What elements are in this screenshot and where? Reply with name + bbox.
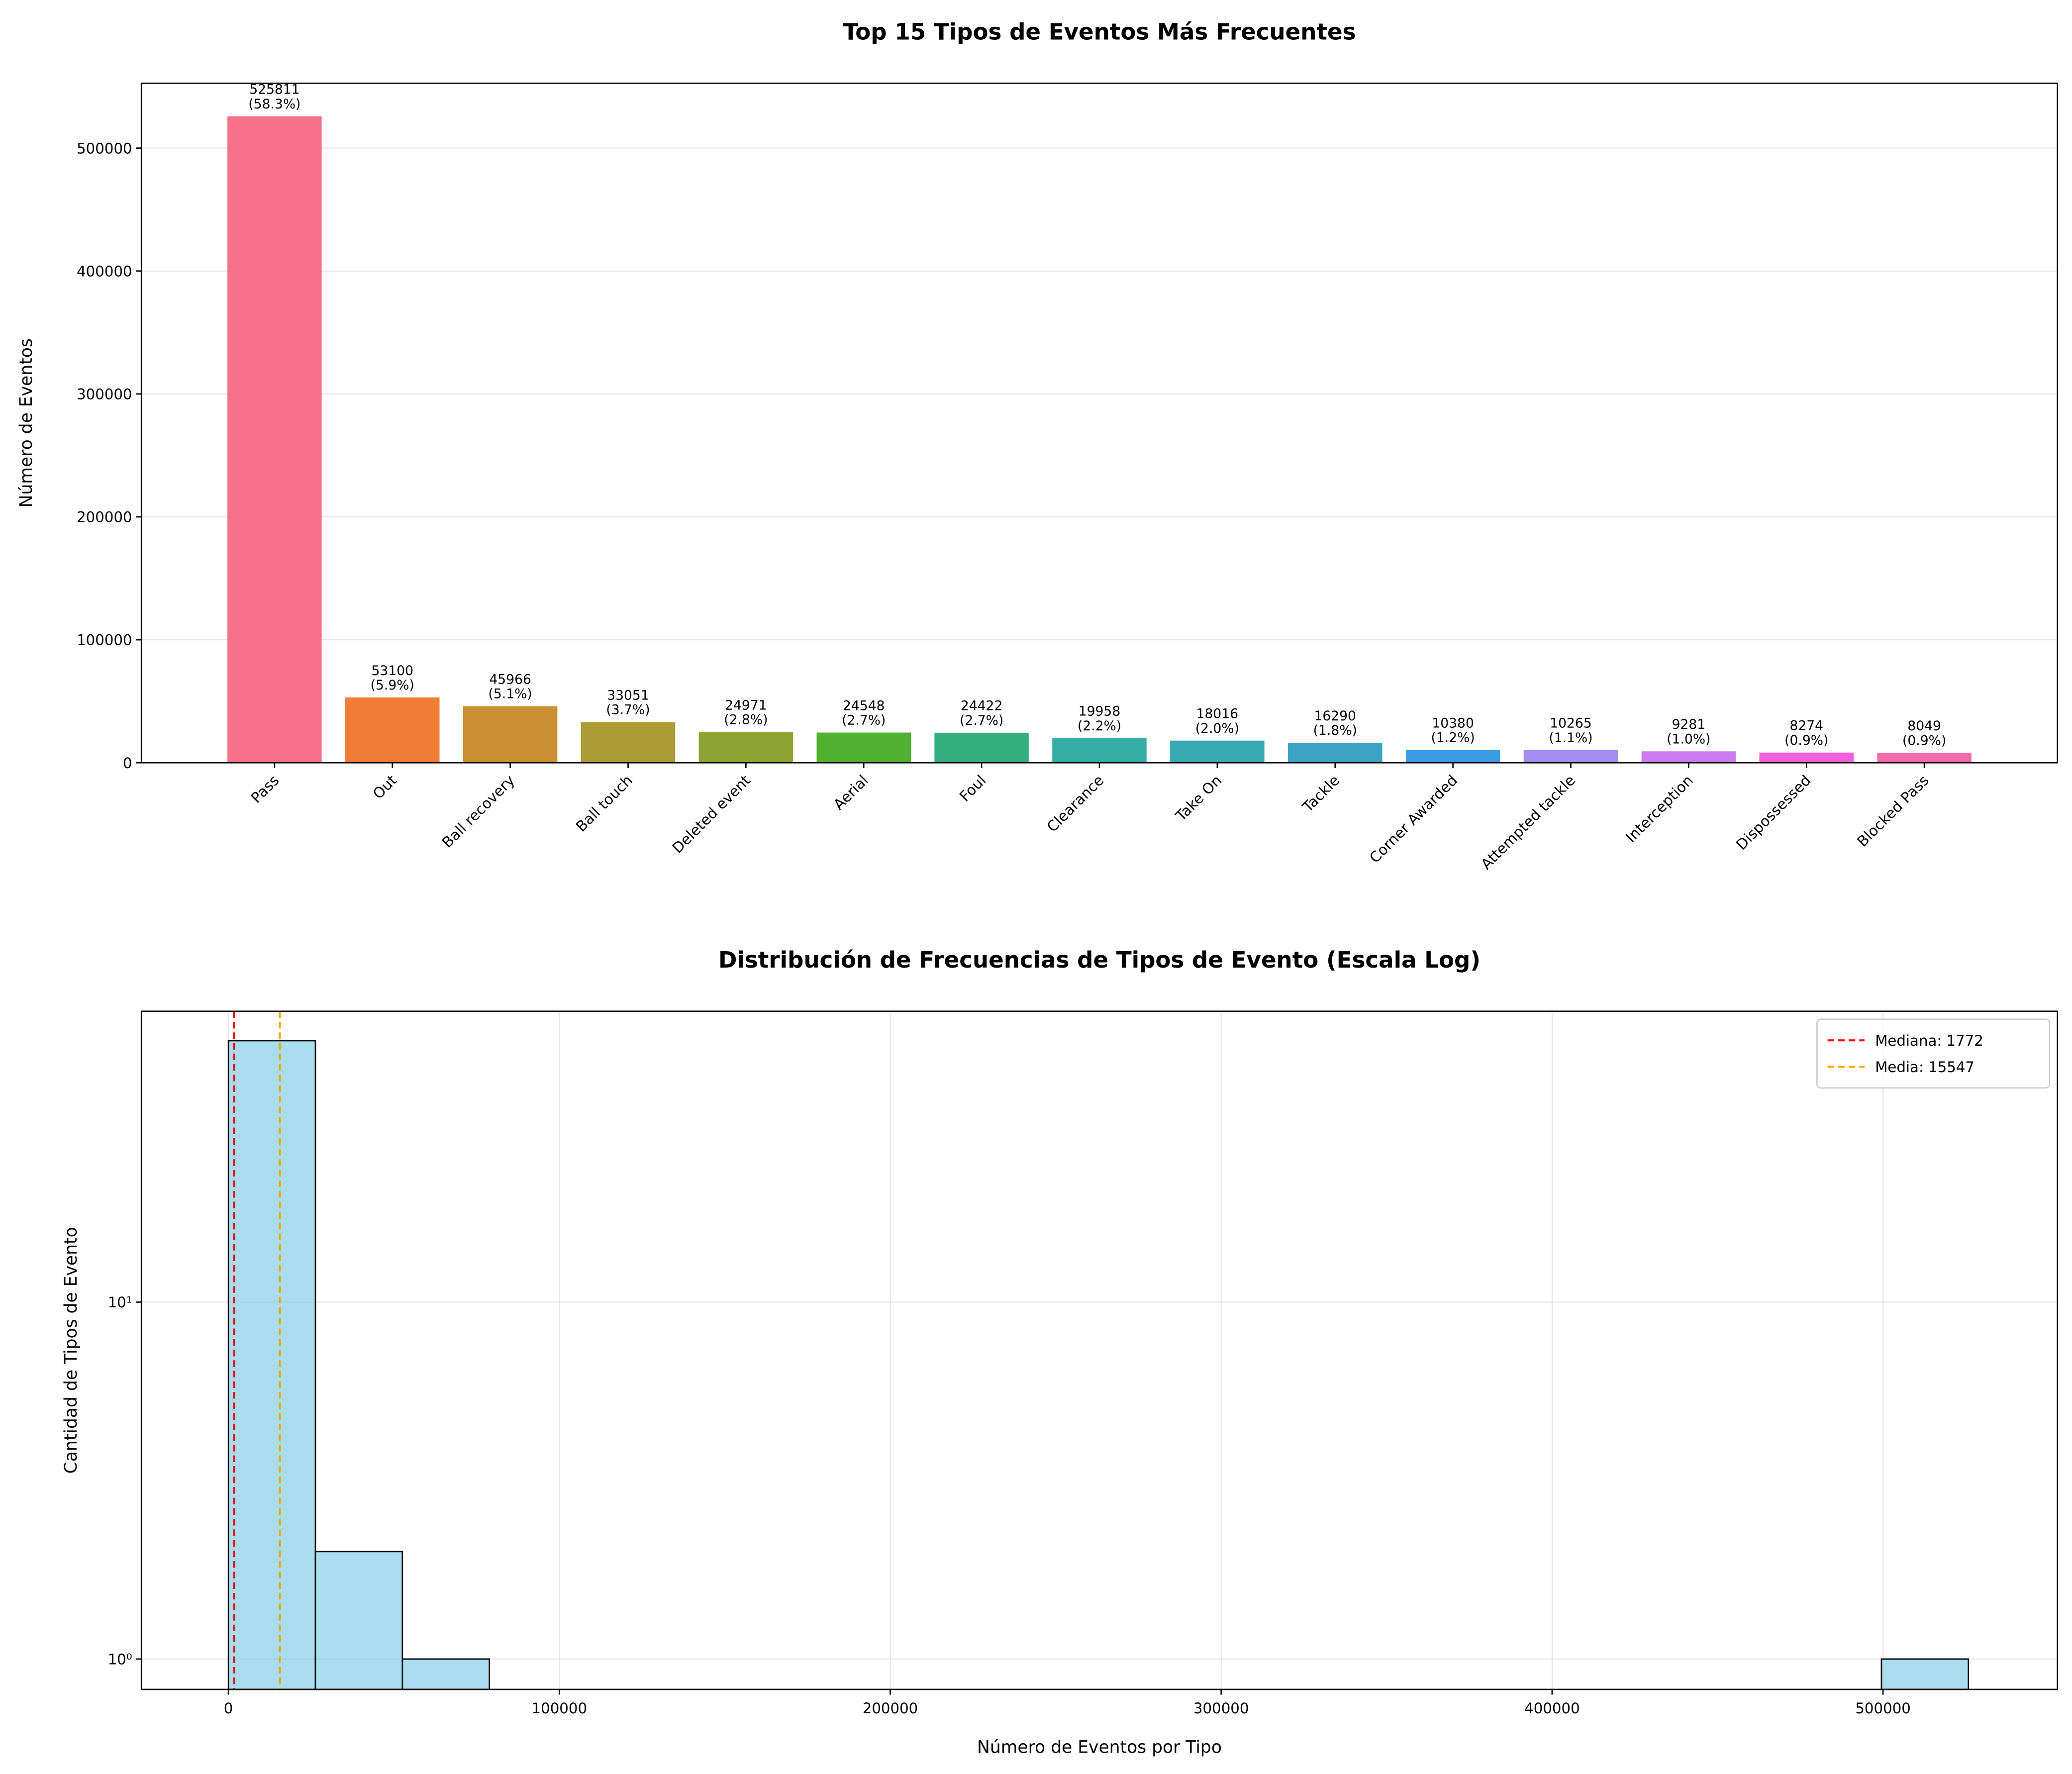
x-tick-label: Deleted event <box>669 772 754 856</box>
x-tick-label: 100000 <box>532 1700 588 1717</box>
value-label: 8274 (0.9%) <box>1784 718 1828 748</box>
bar <box>463 706 558 763</box>
value-label: 19958 (2.2%) <box>1078 704 1121 734</box>
plot-frame <box>140 83 2059 764</box>
x-tick-label: Dispossessed <box>1733 772 1814 853</box>
value-label: 18016 (2.0%) <box>1195 706 1239 736</box>
value-label: 9281 (1.0%) <box>1667 717 1710 747</box>
x-tick-label: Clearance <box>1044 772 1107 835</box>
y-tick-label: 500000 <box>77 140 132 157</box>
x-axis-label: Número de Eventos por Tipo <box>977 1737 1222 1757</box>
x-tick-label: 400000 <box>1524 1700 1580 1717</box>
x-tick-label: Tackle <box>1299 772 1343 815</box>
legend: Mediana: 1772 Media: 15547 <box>1816 1018 2051 1089</box>
y-tick-label: 10⁰ <box>108 1651 132 1668</box>
value-label: 16290 (1.8%) <box>1313 708 1357 738</box>
value-label: 33051 (3.7%) <box>606 688 650 717</box>
bar <box>345 697 440 763</box>
x-tick-label: Ball touch <box>573 772 636 835</box>
x-tick-label: Foul <box>956 772 989 805</box>
x-tick-label: Attempted tackle <box>1478 772 1579 873</box>
bar <box>1523 750 1618 763</box>
bar <box>1759 752 1854 763</box>
bar <box>1641 751 1736 763</box>
x-tick-label: 0 <box>224 1700 233 1717</box>
value-label: 24422 (2.7%) <box>960 698 1003 728</box>
x-tick-label: 200000 <box>863 1700 918 1717</box>
x-tick-label: Out <box>370 772 400 802</box>
y-axis-label: Número de Eventos <box>16 338 36 507</box>
bar <box>1877 753 1972 763</box>
y-tick-label: 200000 <box>77 509 132 526</box>
legend-label: Mediana: 1772 <box>1875 1032 1983 1049</box>
bar <box>816 732 911 763</box>
y-tick-label: 0 <box>123 755 132 772</box>
value-label: 10380 (1.2%) <box>1431 715 1475 745</box>
value-label: 24548 (2.7%) <box>842 698 886 728</box>
x-tick-label: Corner Awarded <box>1366 772 1461 866</box>
x-tick-label: 500000 <box>1855 1700 1911 1717</box>
x-tick-label: 300000 <box>1193 1700 1249 1717</box>
value-label: 525811 (58.3%) <box>248 82 300 112</box>
bar <box>227 116 322 763</box>
legend-label: Media: 15547 <box>1875 1059 1974 1076</box>
x-tick-label: Take On <box>1172 772 1225 824</box>
histogram-bar <box>227 1040 316 1690</box>
y-tick-label: 300000 <box>77 386 132 402</box>
x-tick-label: Ball recovery <box>439 772 518 851</box>
legend-box <box>1816 1018 2051 1089</box>
bar <box>1170 740 1265 763</box>
bar <box>581 722 676 763</box>
histogram-bar <box>401 1658 491 1690</box>
y-tick-label: 400000 <box>77 263 132 280</box>
y-tick-label: 100000 <box>77 632 132 649</box>
value-label: 8049 (0.9%) <box>1902 718 1946 748</box>
value-label: 10265 (1.1%) <box>1549 716 1592 746</box>
plot-frame <box>140 1010 2059 1690</box>
x-tick-label: Pass <box>248 772 283 806</box>
y-axis-label: Cantidad de Tipos de Evento <box>61 1227 81 1474</box>
chart-title: Top 15 Tipos de Eventos Más Frecuentes <box>843 19 1356 45</box>
histogram-bar <box>314 1551 403 1690</box>
value-label: 53100 (5.9%) <box>371 663 414 693</box>
x-tick-label: Interception <box>1622 772 1696 846</box>
chart-title: Distribución de Frecuencias de Tipos de … <box>718 947 1480 973</box>
y-tick-label: 10¹ <box>108 1294 132 1311</box>
x-tick-label: Blocked Pass <box>1854 772 1932 850</box>
value-label: 24971 (2.8%) <box>724 697 768 727</box>
bar <box>1052 738 1147 763</box>
histogram-bar <box>1880 1658 1970 1690</box>
bar <box>934 732 1029 763</box>
value-label: 45966 (5.1%) <box>489 672 532 701</box>
x-tick-label: Aerial <box>830 772 872 813</box>
bar <box>698 732 793 763</box>
bar <box>1405 750 1500 763</box>
bar <box>1287 742 1382 763</box>
